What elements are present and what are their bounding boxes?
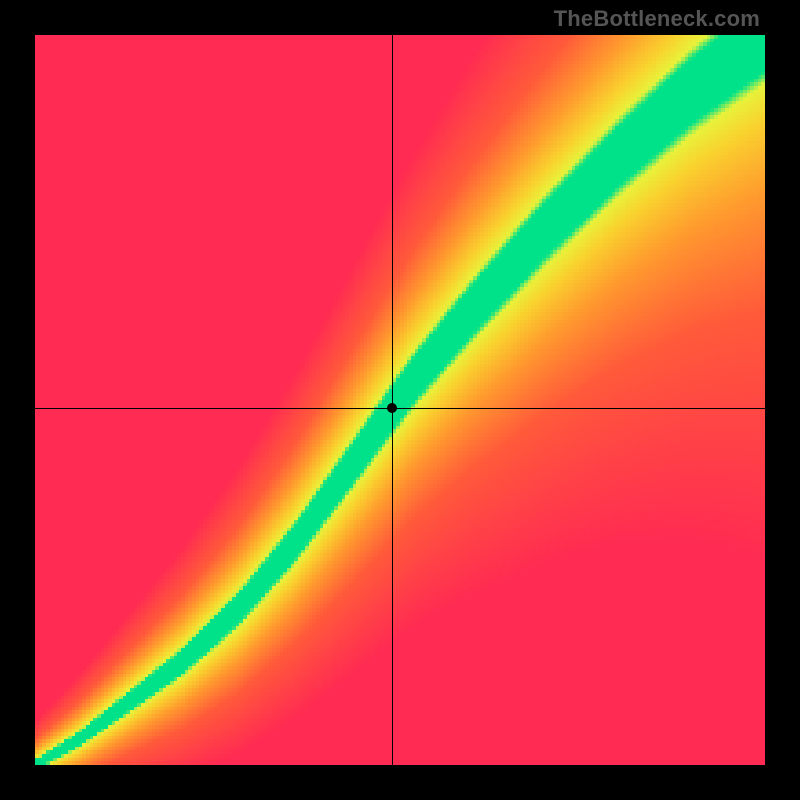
crosshair-horizontal [35,408,765,409]
heatmap-canvas [35,35,765,765]
crosshair-marker [387,403,397,413]
watermark-text: TheBottleneck.com [554,6,760,32]
heatmap-plot [35,35,765,765]
crosshair-vertical [392,35,393,765]
chart-frame: TheBottleneck.com [0,0,800,800]
